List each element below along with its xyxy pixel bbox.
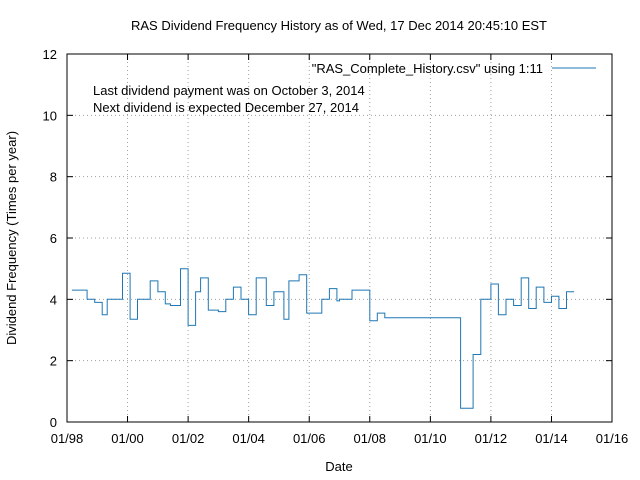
y-tick-label: 4 [50, 292, 57, 307]
x-tick-label: 01/16 [596, 431, 629, 446]
y-tick-label: 10 [43, 108, 57, 123]
annotation-next-dividend: Next dividend is expected December 27, 2… [93, 100, 359, 115]
y-tick-label: 12 [43, 47, 57, 62]
x-tick-label: 01/12 [475, 431, 508, 446]
annotation-last-payment: Last dividend payment was on October 3, … [93, 83, 365, 98]
y-axis-label: Dividend Frequency (Times per year) [4, 131, 19, 345]
legend-label: "RAS_Complete_History.csv" using 1:11 [312, 61, 543, 76]
series-line [71, 268, 575, 409]
y-tick-label: 2 [50, 354, 57, 369]
x-tick-label: 01/08 [353, 431, 386, 446]
y-tick-label: 8 [50, 170, 57, 185]
x-tick-label: 01/04 [232, 431, 265, 446]
axis-ticks: 0 2 4 6 8 10 12 01/98 01/00 01/02 01/04 01/06 01/08 0… [43, 47, 629, 446]
x-tick-label: 01/00 [111, 431, 144, 446]
x-tick-label: 01/10 [414, 431, 447, 446]
y-tick-label: 6 [50, 231, 57, 246]
x-tick-label: 01/98 [51, 431, 84, 446]
x-tick-label: 01/02 [172, 431, 205, 446]
x-tick-label: 01/14 [535, 431, 568, 446]
x-axis-label: Date [325, 459, 352, 474]
x-tick-label: 01/06 [293, 431, 326, 446]
chart-title: RAS Dividend Frequency History as of Wed… [131, 18, 547, 33]
y-tick-label: 0 [50, 415, 57, 430]
